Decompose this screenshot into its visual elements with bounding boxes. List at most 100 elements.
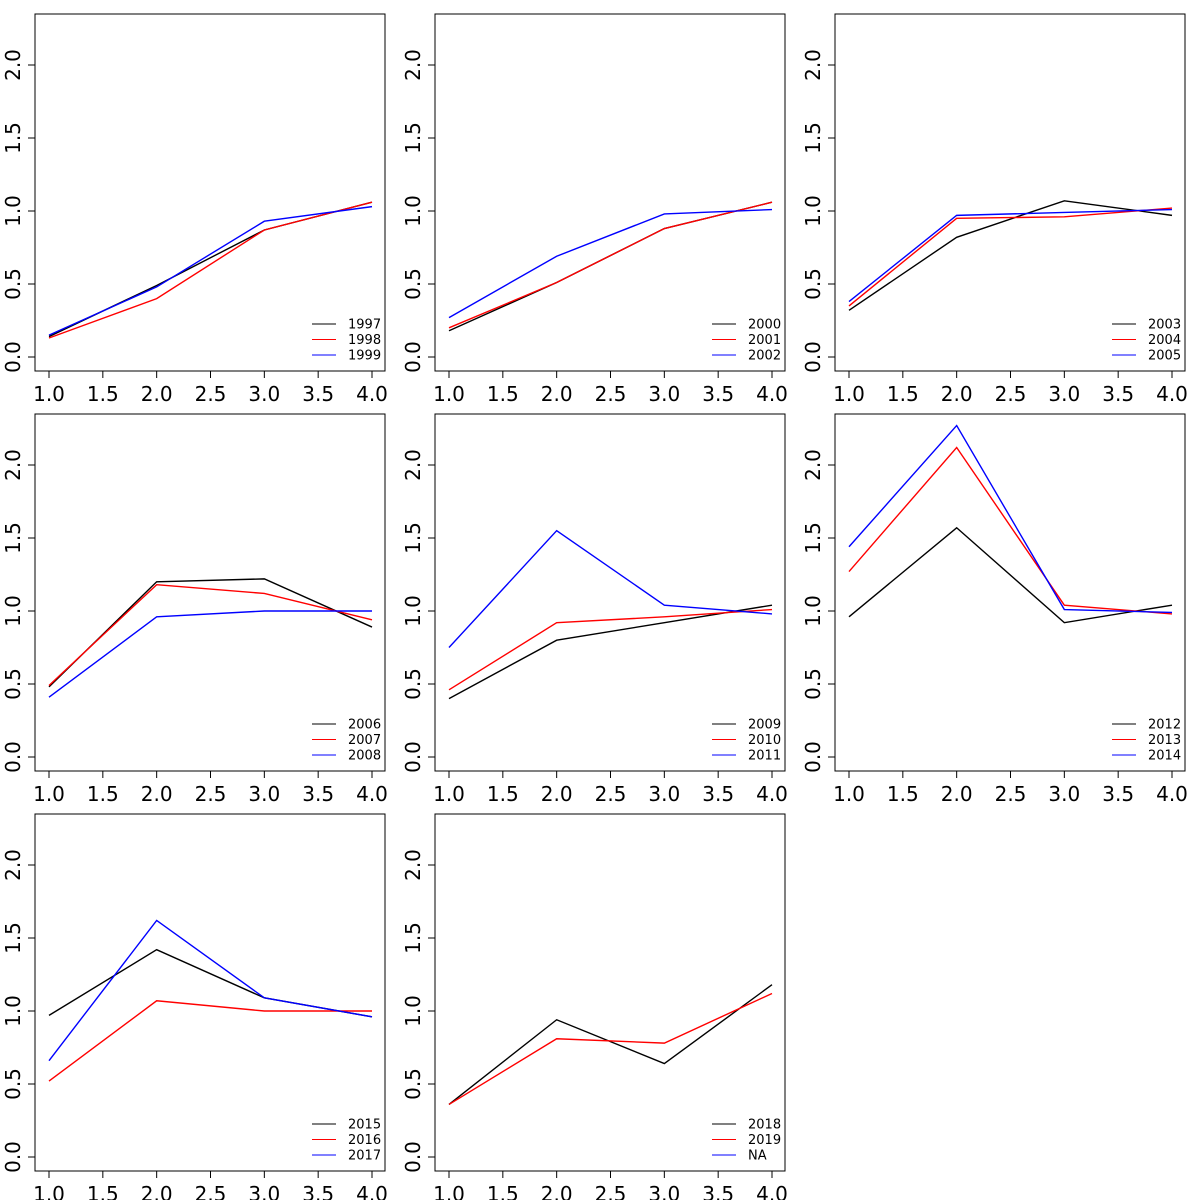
y-tick-label: 0.5 bbox=[1, 1068, 25, 1100]
y-tick-label: 2.0 bbox=[801, 449, 825, 481]
x-tick-label: 1.5 bbox=[487, 382, 519, 406]
y-tick-label: 2.0 bbox=[1, 849, 25, 881]
y-tick-label: 1.0 bbox=[1, 595, 25, 627]
y-tick-label: 1.0 bbox=[401, 195, 425, 227]
series-line-2002 bbox=[448, 208, 773, 319]
legend-label: 2001 bbox=[748, 333, 781, 348]
chart-panel-3: 1.0 1.5 2.0 2.5 3.0 3.5 4.0 0.0 0.5 1.0 1.5 2.0 2003… bbox=[801, 13, 1188, 406]
x-tick-label: 1.5 bbox=[87, 782, 119, 806]
series-line-2019 bbox=[448, 992, 773, 1106]
legend-label: 1997 bbox=[348, 318, 381, 333]
x-tick-label: 1.5 bbox=[487, 782, 519, 806]
x-tick-label: 3.5 bbox=[702, 382, 734, 406]
y-tick-label: 0.0 bbox=[1, 341, 25, 373]
legend-label: 2008 bbox=[348, 749, 381, 764]
x-tick-label: 2.5 bbox=[995, 782, 1027, 806]
x-tick-label: 3.5 bbox=[302, 782, 334, 806]
x-tick-label: 2.5 bbox=[595, 382, 627, 406]
series-line-2014 bbox=[848, 424, 1173, 614]
chart-panel-2: 1.0 1.5 2.0 2.5 3.0 3.5 4.0 0.0 0.5 1.0 1.5 2.0 2000… bbox=[401, 13, 788, 406]
legend-label: 2009 bbox=[748, 718, 781, 733]
legend-label: 2014 bbox=[1148, 749, 1181, 764]
y-tick-label: 1.5 bbox=[401, 522, 425, 554]
series-line-2005 bbox=[848, 208, 1173, 303]
y-tick-label: 2.0 bbox=[401, 49, 425, 81]
plot-frame bbox=[34, 413, 386, 772]
series-line-2001 bbox=[448, 201, 773, 329]
y-tick-label: 1.0 bbox=[801, 595, 825, 627]
x-tick-label: 1.5 bbox=[887, 782, 919, 806]
legend-label: 2012 bbox=[1148, 718, 1181, 733]
x-tick-label: 3.0 bbox=[248, 382, 280, 406]
series-line-2007 bbox=[48, 583, 373, 686]
y-tick-label: 1.5 bbox=[1, 522, 25, 554]
y-tick-label: 2.0 bbox=[801, 49, 825, 81]
x-tick-label: 2.5 bbox=[595, 1182, 627, 1200]
x-tick-label: 3.0 bbox=[248, 1182, 280, 1200]
legend-label: 2002 bbox=[748, 349, 781, 364]
y-tick-label: 1.0 bbox=[401, 995, 425, 1027]
y-tick-label: 2.0 bbox=[1, 449, 25, 481]
plot-frame bbox=[434, 13, 786, 372]
legend-label: 2003 bbox=[1148, 318, 1181, 333]
y-tick-label: 0.0 bbox=[401, 1141, 425, 1173]
x-tick-label: 1.0 bbox=[33, 382, 65, 406]
x-tick-label: 1.5 bbox=[887, 382, 919, 406]
series-line-1999 bbox=[48, 205, 373, 336]
x-tick-label: 1.5 bbox=[87, 1182, 119, 1200]
legend-label: 2010 bbox=[748, 733, 781, 748]
x-tick-label: 1.5 bbox=[87, 382, 119, 406]
plot-frame bbox=[434, 813, 786, 1172]
x-tick-label: 4.0 bbox=[356, 382, 388, 406]
x-tick-label: 3.0 bbox=[648, 382, 680, 406]
series-line-2008 bbox=[48, 610, 372, 698]
x-tick-label: 4.0 bbox=[356, 1182, 388, 1200]
series-line-2016 bbox=[48, 1000, 372, 1082]
y-tick-label: 2.0 bbox=[401, 849, 425, 881]
x-tick-label: 2.0 bbox=[541, 382, 573, 406]
y-tick-label: 0.0 bbox=[1, 1141, 25, 1173]
x-tick-label: 4.0 bbox=[756, 782, 788, 806]
legend-label: 2017 bbox=[348, 1149, 381, 1164]
x-tick-label: 2.0 bbox=[141, 382, 173, 406]
y-tick-label: 0.5 bbox=[1, 268, 25, 300]
plot-frame bbox=[834, 13, 1186, 372]
y-tick-label: 0.5 bbox=[401, 668, 425, 700]
chart-panel-5: 1.0 1.5 2.0 2.5 3.0 3.5 4.0 0.0 0.5 1.0 1.5 2.0 2009… bbox=[401, 413, 788, 806]
legend-label: 2019 bbox=[748, 1133, 781, 1148]
legend-label: 2006 bbox=[348, 718, 381, 733]
legend-label: 1998 bbox=[348, 333, 381, 348]
series-line-2010 bbox=[448, 608, 773, 691]
series-line-2009 bbox=[448, 604, 773, 700]
x-tick-label: 1.0 bbox=[433, 382, 465, 406]
y-tick-label: 2.0 bbox=[401, 449, 425, 481]
x-tick-label: 2.5 bbox=[195, 382, 227, 406]
x-tick-label: 3.5 bbox=[302, 382, 334, 406]
series-line-2003 bbox=[848, 200, 1173, 311]
x-tick-label: 3.5 bbox=[302, 1182, 334, 1200]
x-tick-label: 2.0 bbox=[541, 1182, 573, 1200]
x-tick-label: 1.5 bbox=[487, 1182, 519, 1200]
chart-panel-1: 1.0 1.5 2.0 2.5 3.0 3.5 4.0 0.0 0.5 1.0 1.5 2.0 1997… bbox=[1, 13, 388, 406]
x-tick-label: 3.0 bbox=[648, 1182, 680, 1200]
y-tick-label: 1.0 bbox=[1, 195, 25, 227]
chart-panel-8: 1.0 1.5 2.0 2.5 3.0 3.5 4.0 0.0 0.5 1.0 1.5 2.0 2018… bbox=[401, 813, 788, 1200]
y-tick-label: 0.0 bbox=[401, 341, 425, 373]
x-tick-label: 2.0 bbox=[941, 382, 973, 406]
x-tick-label: 2.5 bbox=[195, 1182, 227, 1200]
x-tick-label: 1.0 bbox=[33, 1182, 65, 1200]
chart-panel-7: 1.0 1.5 2.0 2.5 3.0 3.5 4.0 0.0 0.5 1.0 1.5 2.0 2015… bbox=[1, 813, 388, 1200]
y-tick-label: 0.5 bbox=[1, 668, 25, 700]
chart-panel-4: 1.0 1.5 2.0 2.5 3.0 3.5 4.0 0.0 0.5 1.0 1.5 2.0 2006… bbox=[1, 413, 388, 806]
x-tick-label: 1.0 bbox=[433, 782, 465, 806]
chart-panel-6: 1.0 1.5 2.0 2.5 3.0 3.5 4.0 0.0 0.5 1.0 1.5 2.0 2012… bbox=[801, 413, 1188, 806]
legend-label: 2016 bbox=[348, 1133, 381, 1148]
x-tick-label: 2.0 bbox=[141, 1182, 173, 1200]
x-tick-label: 4.0 bbox=[756, 382, 788, 406]
y-tick-label: 0.0 bbox=[1, 741, 25, 773]
y-tick-label: 1.5 bbox=[401, 922, 425, 954]
y-tick-label: 1.5 bbox=[801, 522, 825, 554]
y-tick-label: 0.5 bbox=[401, 1068, 425, 1100]
series-line-2004 bbox=[848, 207, 1173, 307]
